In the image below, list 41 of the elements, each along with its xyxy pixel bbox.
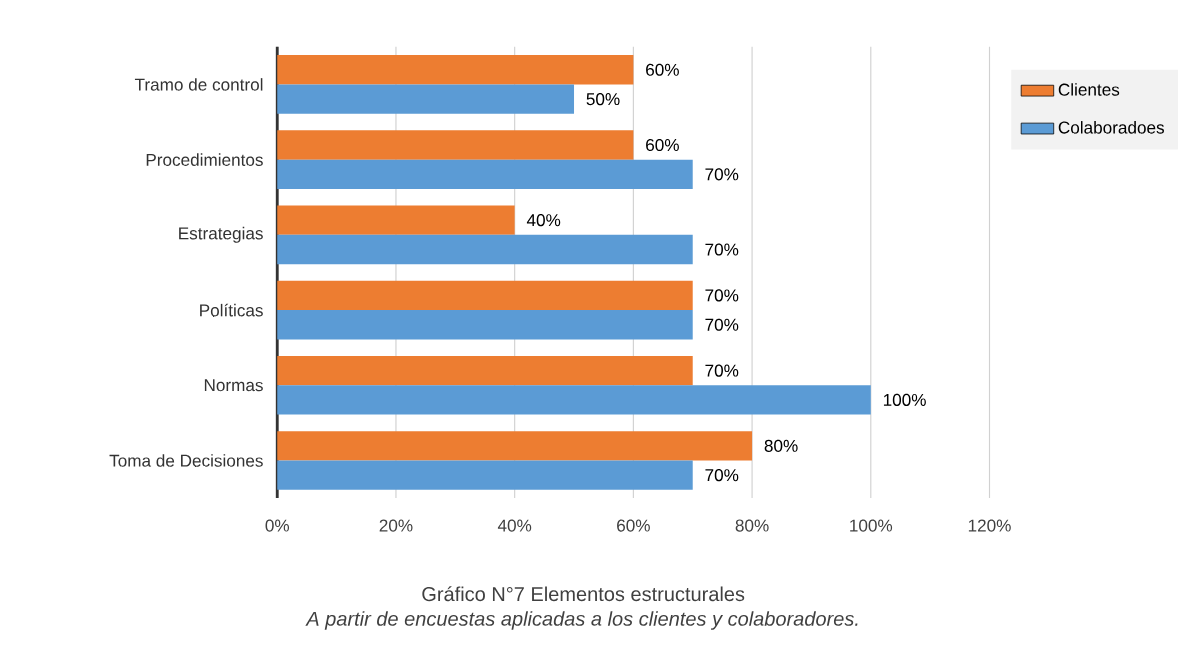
- x-tick-label: 80%: [735, 519, 769, 532]
- data-label: 70%: [705, 318, 739, 331]
- bar: [277, 355, 693, 386]
- data-label: 80%: [764, 439, 798, 452]
- x-tick-label: 20%: [379, 519, 413, 532]
- x-tick-label: 120%: [968, 519, 1011, 532]
- bar: [277, 280, 693, 310]
- data-label: 50%: [586, 92, 620, 106]
- data-label: 60%: [646, 138, 679, 151]
- bar: [277, 55, 634, 85]
- data-label: 70%: [705, 289, 739, 302]
- bar: [277, 205, 515, 235]
- y-tick-label: Tramo de control: [134, 78, 263, 91]
- x-tick-label: 0%: [265, 519, 290, 532]
- data-label: 100%: [883, 393, 926, 406]
- data-label: 40%: [526, 214, 561, 227]
- bar: [277, 460, 693, 490]
- x-tick-label: 60%: [617, 519, 650, 532]
- y-tick-label: Estrategias: [179, 226, 263, 243]
- y-tick-label: Políticas: [200, 303, 263, 317]
- legend-label: Colaboradoes: [1058, 120, 1164, 134]
- x-tick-label: 40%: [497, 519, 532, 532]
- legend-label: Clientes: [1058, 83, 1120, 96]
- bar: [277, 234, 693, 265]
- data-label: 60%: [646, 63, 679, 76]
- bar: [277, 309, 693, 340]
- bar: [277, 431, 753, 461]
- data-label: 70%: [705, 168, 739, 181]
- y-tick-label: Normas: [204, 379, 263, 392]
- y-tick-label: Procedimientos: [146, 153, 263, 166]
- data-label: 70%: [705, 468, 739, 482]
- bar: [277, 130, 634, 160]
- x-tick-label: 100%: [850, 519, 893, 532]
- y-tick-label: Toma de Decisiones: [109, 454, 263, 467]
- bar: [277, 159, 693, 189]
- text: A partir de encuestas aplicadas a los clientes y colaboradores.: [305, 611, 858, 630]
- bar: [277, 385, 871, 415]
- text: Gráfico N°7 Elementos estructurales: [422, 586, 745, 602]
- data-label: 70%: [705, 364, 739, 377]
- bar: [277, 84, 575, 114]
- data-label: 70%: [705, 243, 739, 256]
